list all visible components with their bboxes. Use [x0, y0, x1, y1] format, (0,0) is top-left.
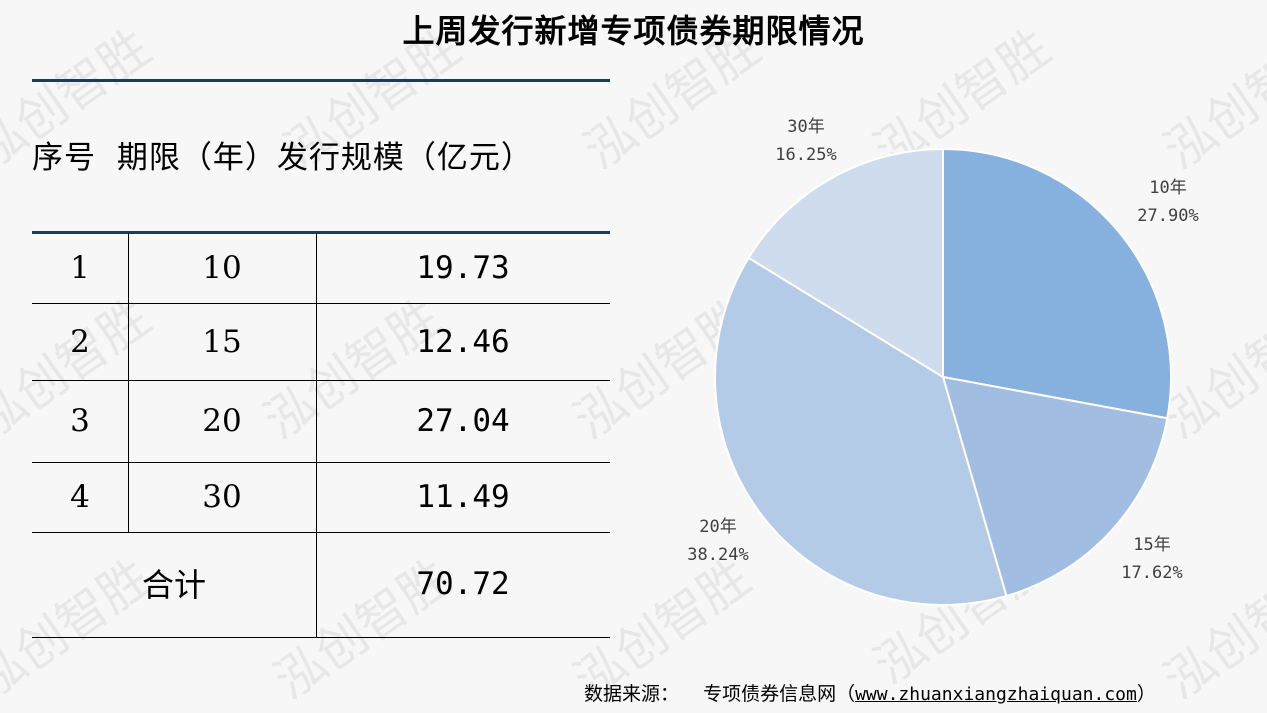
cell-no: 3 [70, 403, 90, 439]
cell-amount: 12.46 [416, 324, 510, 360]
slice-category-label: 10年 [1149, 178, 1186, 198]
pie-slice [747, 147, 944, 379]
cell-term: 30 [202, 479, 242, 515]
cell-term: 10 [202, 250, 242, 286]
cell-no: 1 [70, 250, 90, 286]
row-divider [32, 380, 610, 381]
cell-no: 4 [70, 479, 90, 515]
cell-term: 20 [202, 403, 242, 439]
total-label: 合计 [141, 566, 206, 604]
slice-value-label: 27.90% [1137, 206, 1198, 226]
cell-term: 15 [202, 324, 242, 360]
pie-slices [713, 147, 1172, 606]
cell-amount: 11.49 [416, 479, 510, 515]
pie-slice [942, 147, 1172, 420]
page-title: 上周发行新增专项债券期限情况 [402, 12, 865, 50]
cell-no: 2 [70, 324, 90, 360]
slice-category-label: 20年 [699, 517, 736, 537]
row-divider [32, 303, 610, 304]
table-header-rule [32, 231, 610, 234]
pie-labels: 10年 27.90% 15年 17.62% 20年 38.24% 30年 16.25% [687, 117, 1198, 583]
slice-value-label: 38.24% [687, 545, 748, 565]
data-source: 数据来源： 专项债券信息网（www.zhuanxiangzhaiquan.com… [584, 679, 1156, 706]
column-divider [316, 233, 317, 637]
term-pie-chart: 10年 27.90% 15年 17.62% 20年 38.24% 30年 16.25% [687, 117, 1199, 606]
header-term: 期限（年） [116, 140, 277, 176]
cell-amount: 19.73 [416, 250, 510, 286]
cell-amount: 27.04 [416, 403, 510, 439]
row-divider [32, 462, 610, 463]
watermark-text: 泓创智胜 [0, 548, 161, 711]
slice-value-label: 16.25% [775, 145, 836, 165]
header-amount: 发行规模（亿元） [276, 140, 533, 176]
row-divider [32, 532, 610, 533]
table-header: 序号 期限（年）发行规模（亿元） [32, 132, 610, 177]
table-top-rule [32, 79, 610, 82]
slice-category-label: 30年 [787, 117, 824, 137]
source-url[interactable]: www.zhuanxiangzhaiquan.com [855, 684, 1137, 705]
source-name: 专项债券信息网（ [703, 683, 856, 705]
total-amount: 70.72 [416, 566, 510, 602]
pie-slice [941, 375, 1169, 598]
pie-slice [713, 256, 1008, 606]
header-no: 序号 [32, 140, 96, 176]
slice-value-label: 17.62% [1121, 563, 1182, 583]
source-close: ） [1136, 683, 1156, 705]
column-divider [128, 233, 129, 532]
source-label: 数据来源： [584, 683, 680, 705]
slice-category-label: 15年 [1133, 535, 1170, 555]
row-divider [32, 637, 610, 638]
